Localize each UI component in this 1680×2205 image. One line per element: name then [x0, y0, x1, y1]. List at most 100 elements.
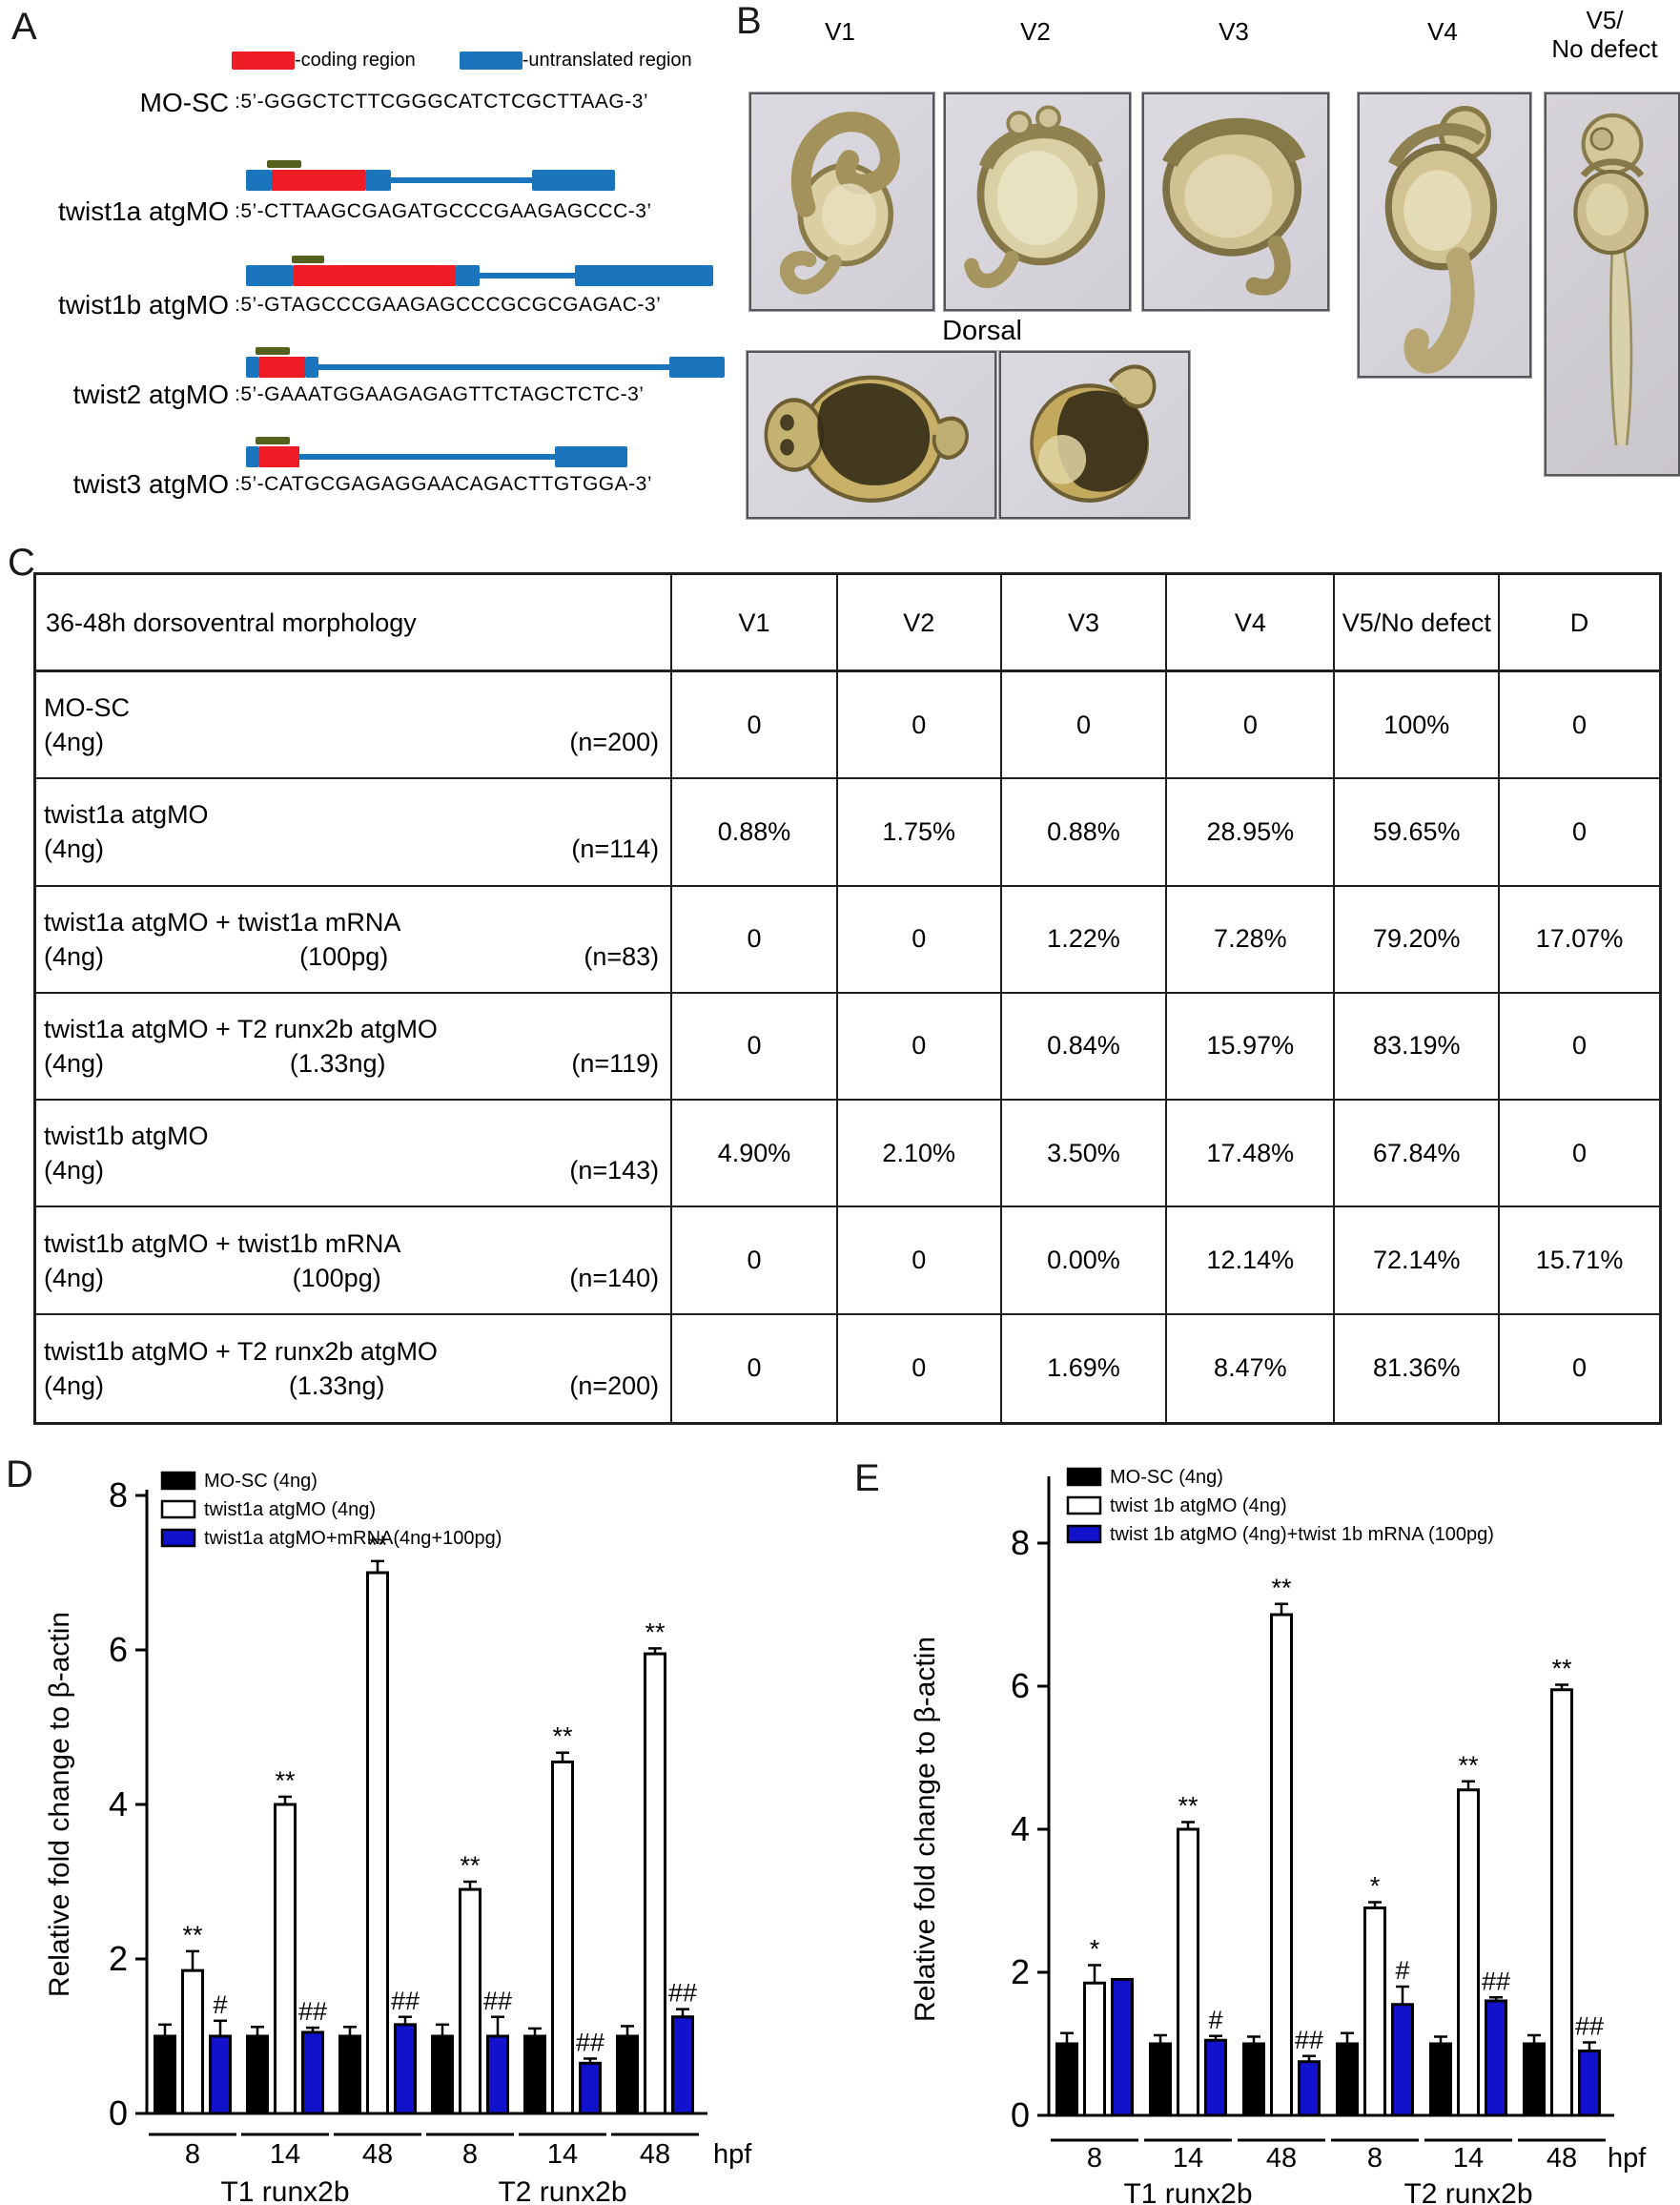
value-cell: 0	[837, 672, 1002, 780]
table-col-v3: V3	[1001, 575, 1168, 672]
untranslated-region-segment	[532, 170, 615, 191]
group-tick-label: 14	[547, 2139, 578, 2170]
morphology-table: 36-48h dorsoventral morphology V1 V2 V3 …	[33, 572, 1662, 1425]
panel-c-label: C	[8, 542, 35, 584]
table-title: 36-48h dorsoventral morphology	[36, 575, 673, 672]
significance-annotation: #	[213, 1990, 227, 2019]
treatment-name: twist1a atgMO	[44, 800, 209, 830]
embryo-photo-v4	[1358, 93, 1531, 378]
bar	[486, 2034, 509, 2115]
value-cell: 0	[1500, 1101, 1659, 1208]
x-unit-label: hpf	[713, 2139, 752, 2170]
treatment-dose: (4ng)	[44, 835, 105, 864]
value-cell: 1.75%	[837, 779, 1002, 887]
treatment-mid: (100pg)	[292, 1263, 381, 1292]
group-tick-label: 48	[1547, 2143, 1577, 2174]
treatment-name: twist1b atgMO	[44, 1122, 209, 1151]
embryo-photo-v5-no-defect	[1545, 93, 1680, 476]
value-cell: 100%	[1335, 672, 1501, 780]
embryo-dorsal2-illustration	[1030, 364, 1157, 503]
legend-label: twist 1b atgMO (4ng)	[1110, 1495, 1287, 1516]
group-tick-label: 8	[185, 2139, 200, 2170]
bar	[616, 2034, 639, 2115]
embryo-photo-v3	[1142, 93, 1329, 311]
treatment-n: (n=119)	[571, 1048, 660, 1078]
untranslated-region-segment	[365, 170, 391, 191]
significance-annotation: **	[1271, 1574, 1292, 1602]
treatment-cell: twist1a atgMO + T2 runx2b atgMO (4ng) (1.3…	[36, 993, 673, 1102]
significance-annotation: ##	[483, 1987, 512, 2015]
value-cell: 67.84%	[1335, 1101, 1501, 1208]
value-cell: 0	[1500, 779, 1659, 887]
group-tick-label: 14	[1173, 2143, 1203, 2174]
value-cell: 0	[837, 993, 1002, 1102]
untranslated-region-segment	[246, 265, 294, 286]
untranslated-region-segment	[299, 454, 555, 460]
value-cell: 2.10%	[837, 1101, 1002, 1208]
bar	[459, 1887, 481, 2115]
treatment-name: twist1b atgMO + T2 runx2b atgMO	[44, 1336, 438, 1366]
dorsal-label: Dorsal	[942, 316, 1022, 346]
treatment-cell: MO-SC (4ng) (n=200)	[36, 672, 673, 780]
treatment-dose: (4ng)	[44, 941, 105, 971]
bar	[671, 2015, 694, 2115]
treatment-mid: (100pg)	[299, 941, 389, 971]
significance-annotation: **	[645, 1618, 666, 1646]
untranslated-region-segment	[480, 273, 575, 278]
mo-target-marker	[256, 347, 290, 355]
value-cell: 4.90%	[672, 1101, 838, 1208]
legend-swatch	[160, 1499, 196, 1519]
value-cell: 0	[1167, 672, 1336, 780]
treatment-n: (n=200)	[569, 728, 660, 757]
treatment-n: (n=83)	[584, 941, 660, 971]
untranslated-region-segment	[318, 364, 669, 370]
treatment-n: (n=114)	[571, 835, 660, 864]
bar	[1391, 2003, 1414, 2117]
bar	[431, 2034, 454, 2115]
bar	[1055, 2042, 1078, 2117]
significance-annotation: **	[1178, 1792, 1199, 1821]
treatment-name: twist1a atgMO + twist1a mRNA	[44, 907, 401, 937]
gene-group-label: T1 runx2b	[1123, 2178, 1252, 2205]
coding-region-label: -coding region	[295, 50, 416, 71]
significance-annotation: *	[1370, 1872, 1381, 1901]
legend-swatch	[160, 1528, 196, 1548]
treatment-n: (n=140)	[569, 1263, 660, 1292]
value-cell: 0	[1500, 672, 1659, 780]
embryo-photo-dorsal-2	[999, 351, 1190, 519]
table-col-v1: V1	[672, 575, 838, 672]
value-cell: 12.14%	[1167, 1207, 1336, 1315]
bar	[1457, 1788, 1480, 2117]
coding-region-segment	[259, 357, 305, 378]
value-cell: 0.88%	[672, 779, 838, 887]
y-axis-title: Relative fold change to β-actin	[910, 1637, 941, 2022]
significance-annotation: *	[1090, 1935, 1100, 1964]
bar	[1270, 1613, 1293, 2117]
bar	[154, 2034, 176, 2115]
group-tick-label: 14	[270, 2139, 300, 2170]
value-cell: 0	[672, 672, 838, 780]
bar	[301, 2030, 324, 2115]
y-tick-label: 6	[109, 1630, 128, 1669]
column-header-v1: V1	[825, 17, 855, 46]
mo-target-marker	[292, 256, 324, 263]
panel-a-label: A	[11, 6, 37, 48]
column-header-v2: V2	[1020, 17, 1051, 46]
bar	[1204, 2038, 1227, 2117]
panel-a-legend: -coding region -untranslated region	[232, 50, 736, 72]
y-tick-label: 2	[1011, 1952, 1030, 1991]
twist1a-label: twist1a atgMO	[58, 196, 229, 226]
twist2-gene-diagram	[246, 347, 727, 380]
y-tick-label: 8	[109, 1475, 128, 1515]
value-cell: 0	[837, 886, 1002, 994]
panel-d-label: D	[6, 1453, 33, 1495]
legend-swatch	[1066, 1495, 1102, 1515]
value-cell: 0	[672, 1207, 838, 1315]
significance-annotation: **	[275, 1766, 296, 1795]
bar	[338, 2034, 361, 2115]
column-header-v5-line2: No defect	[1551, 34, 1658, 63]
legend-label: MO-SC (4ng)	[204, 1471, 318, 1492]
value-cell: 79.20%	[1335, 886, 1501, 994]
significance-annotation: ##	[298, 1997, 327, 2026]
